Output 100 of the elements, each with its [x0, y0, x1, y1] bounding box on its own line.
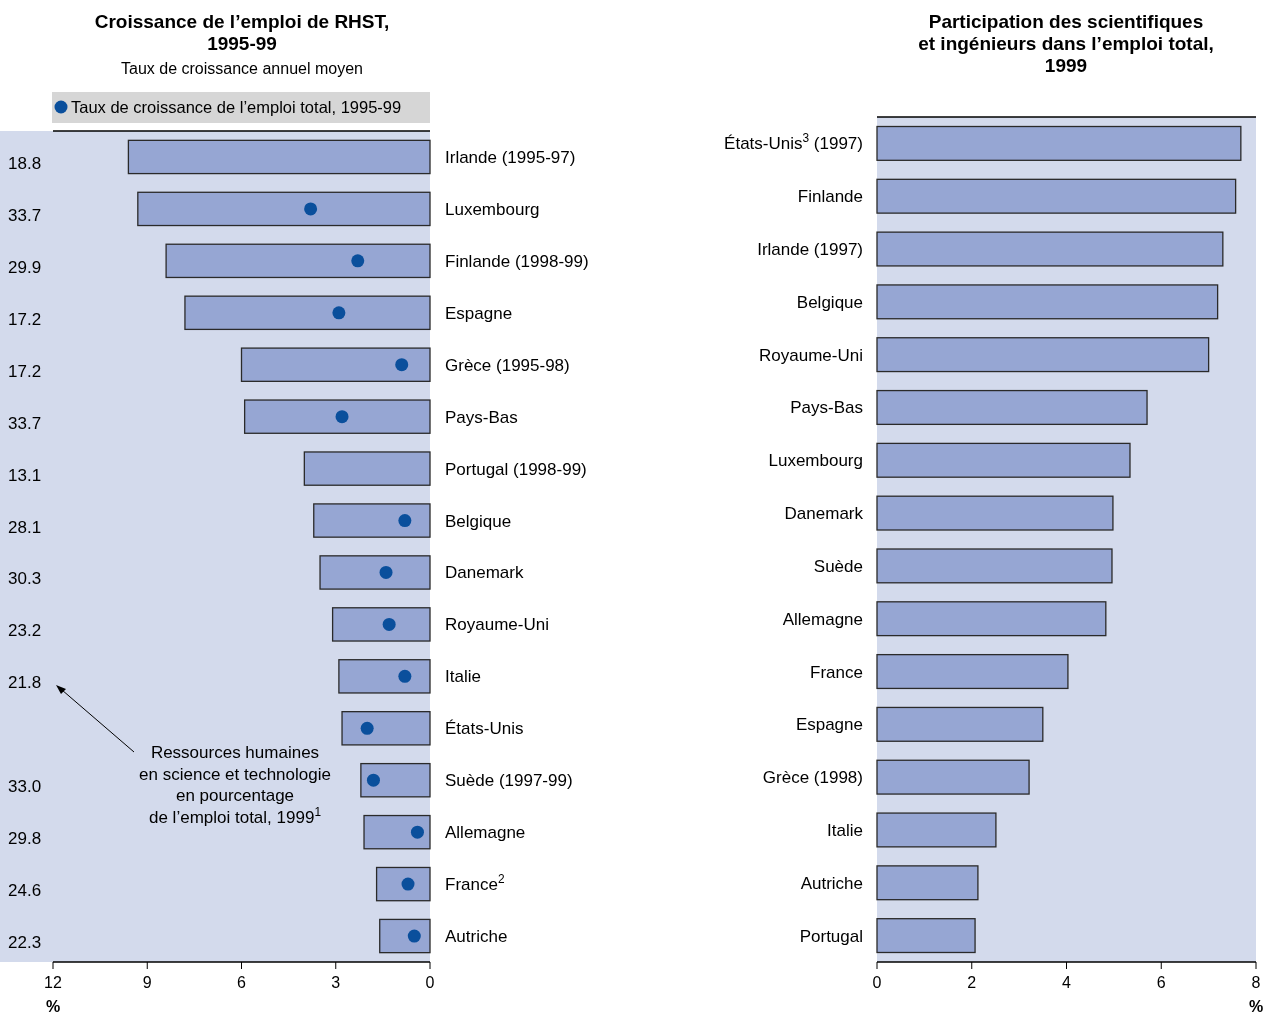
bar — [876, 125, 1242, 161]
y-tick-label: France$^{2}$ — [445, 872, 505, 895]
text: 13.1 — [8, 465, 42, 485]
y-tick-label: Pays-Bas — [445, 407, 518, 427]
point — [410, 825, 424, 839]
bar — [876, 495, 1114, 531]
legend-label: Taux de croissance de l’emploi total, 1995-99 — [71, 98, 402, 116]
y-tick-label: Royaume-Uni — [759, 345, 863, 365]
y-tick-label: Autriche — [445, 927, 508, 947]
y-tick-label: Suède — [813, 556, 863, 576]
x-tick-label: 8 — [1251, 974, 1261, 991]
bar — [363, 814, 431, 850]
annotation: Ressources humaines en science et technologie en pourcentage de l’emploi total, 1999$^{1}$ — [139, 743, 331, 827]
text: 17.2 — [8, 361, 42, 381]
text: 33.0 — [8, 777, 42, 797]
bar — [331, 607, 431, 642]
bar — [876, 231, 1224, 267]
y-tick-label: Italie — [445, 667, 481, 687]
y-tick-label: France — [810, 662, 863, 682]
y-tick-label: Belgique — [445, 511, 512, 531]
bar — [876, 759, 1030, 795]
text: 18.8 — [8, 153, 42, 173]
point — [332, 306, 346, 320]
x-tick-label: 2 — [967, 974, 977, 991]
y-tick-label: Portugal (1998-99) — [445, 459, 587, 479]
y-tick-label: Italie — [827, 820, 863, 840]
x-tick-label: 6 — [237, 974, 247, 991]
y-tick-label: Luxembourg — [445, 199, 540, 219]
x-tick-label: 4 — [1062, 974, 1072, 991]
bar — [338, 659, 431, 694]
bar — [375, 866, 431, 902]
text: 17.2 — [8, 309, 42, 329]
text: 24.6 — [8, 881, 42, 901]
point — [398, 669, 412, 683]
bar — [876, 812, 997, 848]
point — [335, 410, 349, 424]
bar — [876, 548, 1113, 584]
text: 30.3 — [8, 569, 42, 589]
text: 22.3 — [8, 933, 42, 953]
chart-subtitle: Taux de croissance annuel moyen — [121, 60, 363, 77]
x-tick-label: 6 — [1156, 974, 1166, 991]
bar — [876, 653, 1069, 690]
y-tick-label: États-Unis$^{3}$ (1997) — [724, 131, 863, 154]
bar — [876, 442, 1131, 478]
point — [304, 202, 318, 216]
bar — [137, 191, 431, 227]
x-axis-title: % — [1248, 998, 1264, 1013]
bar — [319, 555, 431, 590]
bar — [240, 347, 431, 382]
text: 21.8 — [8, 673, 42, 693]
chart-title: Croissance de l’emploi de RHST, 1995-99 — [94, 11, 390, 54]
y-tick-label: Allemagne — [445, 823, 526, 843]
point — [366, 773, 380, 787]
x-tick-label: 0 — [872, 974, 882, 991]
bar — [313, 503, 431, 538]
point — [398, 514, 412, 528]
point — [351, 254, 365, 268]
text: 23.2 — [8, 621, 42, 641]
point — [395, 358, 409, 372]
x-axis-title: % — [45, 998, 61, 1013]
y-tick-label: Grèce (1995-98) — [445, 355, 570, 375]
text: 28.1 — [8, 517, 42, 537]
point — [379, 565, 393, 579]
bar — [165, 243, 431, 279]
x-tick-label: 0 — [425, 974, 435, 991]
bar — [341, 711, 431, 746]
text: 33.7 — [8, 205, 42, 225]
x-tick-label: 9 — [142, 974, 152, 991]
y-tick-label: Belgique — [796, 292, 863, 312]
bar — [876, 389, 1148, 426]
bar — [876, 865, 979, 901]
point — [382, 617, 396, 631]
y-tick-label: Pays-Bas — [790, 398, 863, 418]
text: 29.9 — [8, 257, 42, 277]
y-tick-label: Finlande (1998-99) — [445, 251, 589, 271]
y-tick-label: Finlande — [797, 187, 863, 207]
y-tick-label: États-Unis — [445, 719, 524, 739]
bar — [876, 337, 1210, 373]
bar — [876, 284, 1219, 320]
y-tick-label: Portugal — [799, 926, 863, 946]
bar — [243, 399, 431, 434]
y-tick-label: Irlande (1997) — [757, 240, 863, 260]
bar — [127, 139, 431, 175]
y-tick-label: Royaume-Uni — [445, 615, 549, 635]
bar — [303, 451, 431, 486]
y-tick-label: Grèce (1998) — [762, 768, 863, 788]
y-tick-label: Espagne — [795, 715, 863, 735]
point — [360, 721, 374, 735]
text: 33.7 — [8, 413, 42, 433]
point — [407, 929, 421, 943]
bar — [379, 918, 431, 954]
bar — [360, 762, 431, 798]
chart-title: Participation des scientifiques et ingénieurs dans l’emploi total, 1999 — [918, 11, 1214, 76]
y-tick-label: Danemark — [445, 563, 524, 583]
y-tick-label: Irlande (1995-97) — [445, 147, 576, 167]
y-tick-label: Allemagne — [782, 609, 863, 629]
y-tick-label: Danemark — [784, 504, 864, 524]
bar — [876, 178, 1237, 214]
y-tick-label: Espagne — [445, 303, 513, 323]
y-tick-label: Luxembourg — [768, 451, 863, 471]
